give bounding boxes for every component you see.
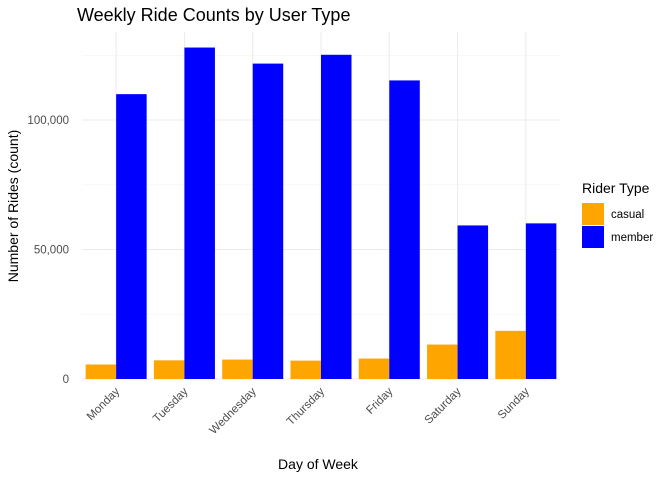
bar-member-thursday <box>321 54 352 380</box>
bar-member-wednesday <box>252 63 284 380</box>
x-axis-ticks: Monday Tuesday Wednesday Thursday Friday Satu… <box>85 385 532 436</box>
x-tick-label: Saturday <box>423 385 464 426</box>
bar-member-sunday <box>525 223 557 379</box>
bar-casual-monday <box>85 364 117 379</box>
y-tick-label: 50,000 <box>34 245 69 257</box>
bar-member-monday <box>116 94 147 379</box>
bar-casual-friday <box>358 358 390 379</box>
bar-member-tuesday <box>184 47 215 379</box>
x-tick-label: Sunday <box>496 385 532 421</box>
x-tick-label: Thursday <box>285 385 328 428</box>
bar-casual-tuesday <box>153 360 185 379</box>
x-tick-label: Friday <box>364 385 395 416</box>
bar-casual-wednesday <box>222 359 253 379</box>
y-axis-title: Number of Rides (count) <box>5 130 21 283</box>
legend: Rider Type casual member <box>582 180 653 248</box>
bar-casual-thursday <box>290 360 321 379</box>
y-tick-label: 100,000 <box>27 115 69 127</box>
x-tick-label: Tuesday <box>151 385 191 425</box>
x-axis-title: Day of Week <box>278 456 359 472</box>
bar-casual-saturday <box>427 344 458 379</box>
legend-title: Rider Type <box>582 180 650 196</box>
bar-member-saturday <box>457 225 489 379</box>
x-tick-label: Wednesday <box>208 385 259 436</box>
bars <box>85 47 557 380</box>
y-tick-label: 0 <box>63 374 69 386</box>
legend-key-member <box>582 226 604 248</box>
legend-label-member: member <box>611 232 653 244</box>
chart-title: Weekly Ride Counts by User Type <box>77 5 350 25</box>
legend-label-casual: casual <box>611 209 644 221</box>
bar-casual-sunday <box>495 330 526 379</box>
bar-member-friday <box>389 80 420 380</box>
x-tick-label: Monday <box>85 385 123 423</box>
y-axis-ticks: 0 50,000 100,000 <box>27 115 69 386</box>
legend-key-casual <box>582 203 604 225</box>
